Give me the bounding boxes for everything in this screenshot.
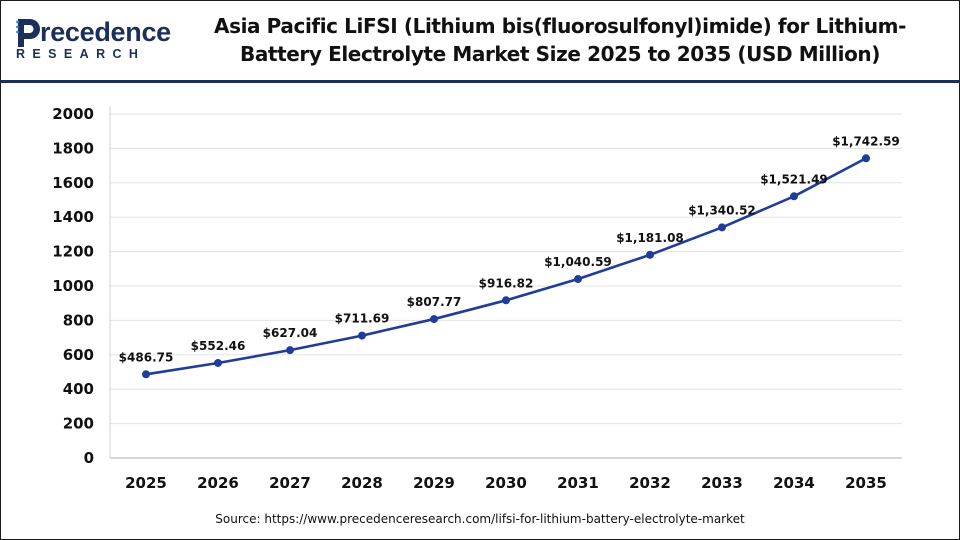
data-point [358,331,366,340]
line-chart: 0 200 400 600 800 1000 1200 1400 1600 1800 2000 202… [52,105,902,492]
data-point [214,358,222,367]
data-label: $1,742.59 [832,134,900,148]
data-label: $627.04 [263,326,318,340]
series-line [145,157,867,376]
x-tick-label: 2035 [845,474,887,492]
data-point [502,296,510,305]
y-tick-label: 600 [63,346,94,364]
data-point [430,315,438,324]
data-label: $916.82 [479,276,534,290]
brand-name: recedence [40,17,171,48]
brand-logo: recedence RESEARCH [14,14,174,64]
logo-mark-icon [16,19,40,47]
y-tick-label: 2000 [52,105,94,123]
x-tick-label: 2027 [269,474,311,492]
data-point [286,346,294,355]
data-point [790,192,798,201]
chart-title: Asia Pacific LiFSI (Lithium bis(fluorosu… [213,14,906,66]
data-label: $1,181.08 [616,231,684,245]
x-tick-label: 2025 [125,474,167,492]
data-point [862,154,870,163]
x-tick-label: 2029 [413,474,455,492]
y-tick-label: 1600 [52,174,94,192]
y-tick-label: 1200 [52,243,94,261]
x-tick-label: 2026 [197,474,239,492]
x-tick-label: 2028 [341,474,383,492]
header-divider [0,80,960,83]
y-tick-label: 1800 [52,139,94,157]
header: recedence RESEARCH Asia Pacific LiFSI (L… [0,0,960,83]
data-label: $486.75 [119,350,174,364]
data-label: $1,521.49 [760,172,828,186]
y-tick-label: 200 [63,415,94,433]
data-label: $1,340.52 [688,203,756,217]
x-tick-label: 2030 [485,474,527,492]
y-tick-label: 1400 [52,208,94,226]
data-point [574,275,582,284]
data-point [718,223,726,232]
x-tick-label: 2034 [773,474,815,492]
x-tick-label: 2033 [701,474,743,492]
y-tick-label: 800 [63,311,94,329]
y-tick-label: 0 [84,449,94,467]
x-tick-label: 2032 [629,474,671,492]
data-label: $807.77 [407,295,462,309]
y-tick-label: 400 [63,380,94,398]
data-label: $1,040.59 [544,255,612,269]
data-point [142,370,150,379]
data-point [646,250,654,259]
source-note: Source: https://www.precedenceresearch.c… [215,512,745,526]
data-label: $711.69 [335,312,390,326]
brand-sub: RESEARCH [16,47,146,61]
y-tick-label: 1000 [52,277,94,295]
x-tick-label: 2031 [557,474,599,492]
data-label: $552.46 [191,339,246,353]
brand-name-rest: recedence [40,17,171,47]
